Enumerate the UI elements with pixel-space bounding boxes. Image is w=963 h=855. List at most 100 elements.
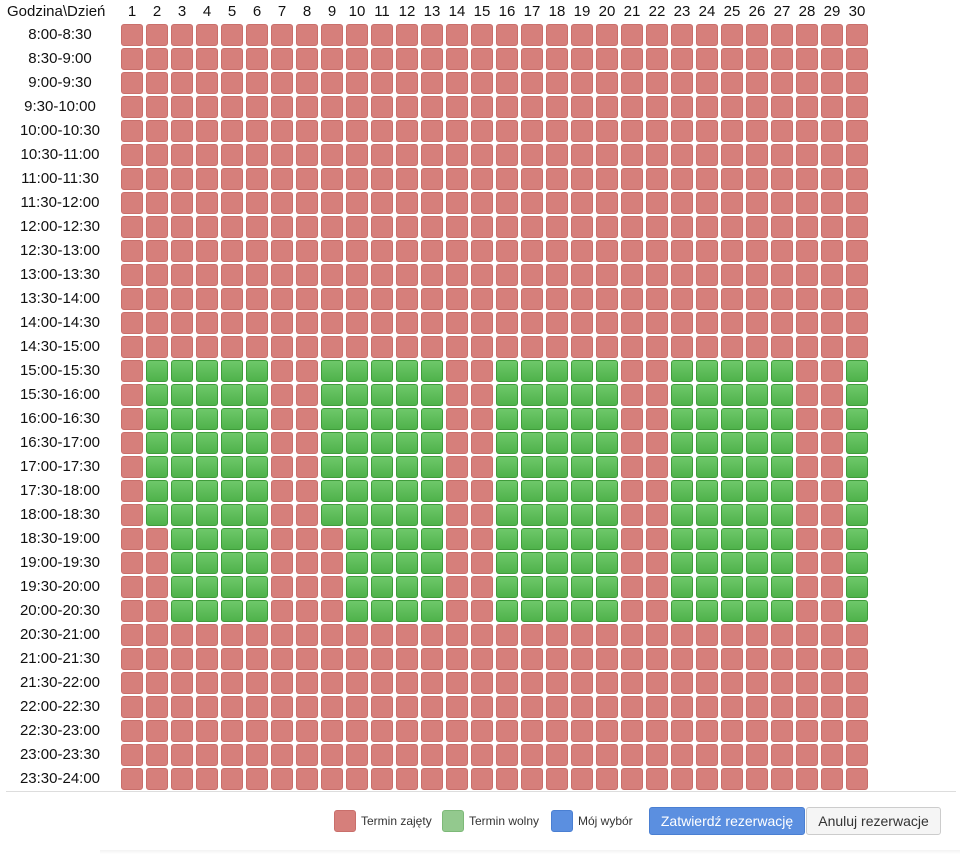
free-slot-cell[interactable] <box>496 432 518 454</box>
free-slot-cell[interactable] <box>221 552 243 574</box>
free-slot-cell[interactable] <box>746 432 768 454</box>
free-slot-cell[interactable] <box>771 384 793 406</box>
free-slot-cell[interactable] <box>346 504 368 526</box>
free-slot-cell[interactable] <box>596 528 618 550</box>
free-slot-cell[interactable] <box>521 552 543 574</box>
free-slot-cell[interactable] <box>171 432 193 454</box>
free-slot-cell[interactable] <box>396 360 418 382</box>
free-slot-cell[interactable] <box>846 480 868 502</box>
free-slot-cell[interactable] <box>246 432 268 454</box>
free-slot-cell[interactable] <box>771 432 793 454</box>
free-slot-cell[interactable] <box>371 528 393 550</box>
free-slot-cell[interactable] <box>546 576 568 598</box>
free-slot-cell[interactable] <box>146 456 168 478</box>
free-slot-cell[interactable] <box>721 576 743 598</box>
free-slot-cell[interactable] <box>371 408 393 430</box>
free-slot-cell[interactable] <box>496 600 518 622</box>
free-slot-cell[interactable] <box>196 600 218 622</box>
free-slot-cell[interactable] <box>496 576 518 598</box>
free-slot-cell[interactable] <box>396 384 418 406</box>
free-slot-cell[interactable] <box>696 360 718 382</box>
free-slot-cell[interactable] <box>846 600 868 622</box>
free-slot-cell[interactable] <box>721 600 743 622</box>
free-slot-cell[interactable] <box>321 504 343 526</box>
free-slot-cell[interactable] <box>671 456 693 478</box>
free-slot-cell[interactable] <box>571 360 593 382</box>
free-slot-cell[interactable] <box>721 552 743 574</box>
free-slot-cell[interactable] <box>596 384 618 406</box>
free-slot-cell[interactable] <box>746 480 768 502</box>
free-slot-cell[interactable] <box>371 384 393 406</box>
free-slot-cell[interactable] <box>846 384 868 406</box>
free-slot-cell[interactable] <box>396 600 418 622</box>
free-slot-cell[interactable] <box>771 480 793 502</box>
free-slot-cell[interactable] <box>571 552 593 574</box>
free-slot-cell[interactable] <box>671 480 693 502</box>
free-slot-cell[interactable] <box>246 480 268 502</box>
free-slot-cell[interactable] <box>746 384 768 406</box>
free-slot-cell[interactable] <box>146 504 168 526</box>
free-slot-cell[interactable] <box>221 528 243 550</box>
free-slot-cell[interactable] <box>521 480 543 502</box>
free-slot-cell[interactable] <box>846 456 868 478</box>
free-slot-cell[interactable] <box>146 360 168 382</box>
free-slot-cell[interactable] <box>746 504 768 526</box>
free-slot-cell[interactable] <box>771 600 793 622</box>
free-slot-cell[interactable] <box>596 552 618 574</box>
free-slot-cell[interactable] <box>171 456 193 478</box>
free-slot-cell[interactable] <box>571 408 593 430</box>
free-slot-cell[interactable] <box>696 576 718 598</box>
free-slot-cell[interactable] <box>846 408 868 430</box>
free-slot-cell[interactable] <box>696 384 718 406</box>
free-slot-cell[interactable] <box>596 600 618 622</box>
free-slot-cell[interactable] <box>371 360 393 382</box>
free-slot-cell[interactable] <box>596 432 618 454</box>
cancel-reservation-button[interactable]: Anuluj rezerwacje <box>806 807 941 835</box>
free-slot-cell[interactable] <box>196 384 218 406</box>
free-slot-cell[interactable] <box>771 576 793 598</box>
free-slot-cell[interactable] <box>546 432 568 454</box>
free-slot-cell[interactable] <box>346 384 368 406</box>
free-slot-cell[interactable] <box>196 504 218 526</box>
free-slot-cell[interactable] <box>571 384 593 406</box>
free-slot-cell[interactable] <box>171 360 193 382</box>
free-slot-cell[interactable] <box>246 384 268 406</box>
free-slot-cell[interactable] <box>196 480 218 502</box>
free-slot-cell[interactable] <box>671 576 693 598</box>
free-slot-cell[interactable] <box>221 360 243 382</box>
free-slot-cell[interactable] <box>546 360 568 382</box>
free-slot-cell[interactable] <box>521 384 543 406</box>
free-slot-cell[interactable] <box>546 384 568 406</box>
free-slot-cell[interactable] <box>696 456 718 478</box>
free-slot-cell[interactable] <box>396 552 418 574</box>
free-slot-cell[interactable] <box>571 456 593 478</box>
free-slot-cell[interactable] <box>171 384 193 406</box>
free-slot-cell[interactable] <box>771 360 793 382</box>
free-slot-cell[interactable] <box>221 432 243 454</box>
free-slot-cell[interactable] <box>721 528 743 550</box>
free-slot-cell[interactable] <box>771 552 793 574</box>
free-slot-cell[interactable] <box>521 504 543 526</box>
free-slot-cell[interactable] <box>221 456 243 478</box>
free-slot-cell[interactable] <box>496 456 518 478</box>
free-slot-cell[interactable] <box>221 480 243 502</box>
free-slot-cell[interactable] <box>246 528 268 550</box>
free-slot-cell[interactable] <box>671 528 693 550</box>
free-slot-cell[interactable] <box>321 384 343 406</box>
free-slot-cell[interactable] <box>371 552 393 574</box>
free-slot-cell[interactable] <box>696 432 718 454</box>
free-slot-cell[interactable] <box>321 408 343 430</box>
free-slot-cell[interactable] <box>171 600 193 622</box>
free-slot-cell[interactable] <box>596 480 618 502</box>
free-slot-cell[interactable] <box>846 576 868 598</box>
free-slot-cell[interactable] <box>546 504 568 526</box>
free-slot-cell[interactable] <box>146 384 168 406</box>
free-slot-cell[interactable] <box>571 432 593 454</box>
free-slot-cell[interactable] <box>421 552 443 574</box>
free-slot-cell[interactable] <box>746 456 768 478</box>
free-slot-cell[interactable] <box>521 432 543 454</box>
free-slot-cell[interactable] <box>196 552 218 574</box>
free-slot-cell[interactable] <box>346 408 368 430</box>
free-slot-cell[interactable] <box>371 504 393 526</box>
free-slot-cell[interactable] <box>196 528 218 550</box>
